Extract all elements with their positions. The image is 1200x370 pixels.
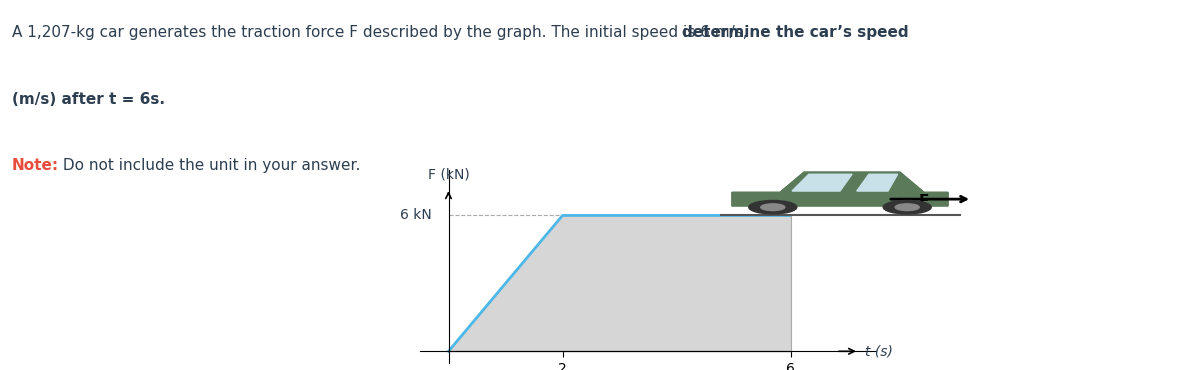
Circle shape xyxy=(761,204,785,211)
Polygon shape xyxy=(857,174,898,191)
Polygon shape xyxy=(732,172,948,206)
Text: Note:: Note: xyxy=(12,158,59,173)
Text: Do not include the unit in your answer.: Do not include the unit in your answer. xyxy=(58,158,360,173)
Text: determine the car’s speed: determine the car’s speed xyxy=(683,25,908,40)
Polygon shape xyxy=(732,172,948,206)
Circle shape xyxy=(883,201,931,214)
Circle shape xyxy=(895,204,919,211)
Text: A 1,207-kg car generates the traction force F described by the graph. The initia: A 1,207-kg car generates the traction fo… xyxy=(12,25,752,40)
Polygon shape xyxy=(792,174,852,191)
Text: t (s): t (s) xyxy=(864,344,893,358)
Polygon shape xyxy=(449,215,791,351)
Circle shape xyxy=(749,201,797,214)
Text: F: F xyxy=(919,194,929,209)
Text: (m/s) after t = 6s.: (m/s) after t = 6s. xyxy=(12,91,166,107)
Text: 6 kN: 6 kN xyxy=(400,208,432,222)
Text: F (kN): F (kN) xyxy=(427,168,469,182)
